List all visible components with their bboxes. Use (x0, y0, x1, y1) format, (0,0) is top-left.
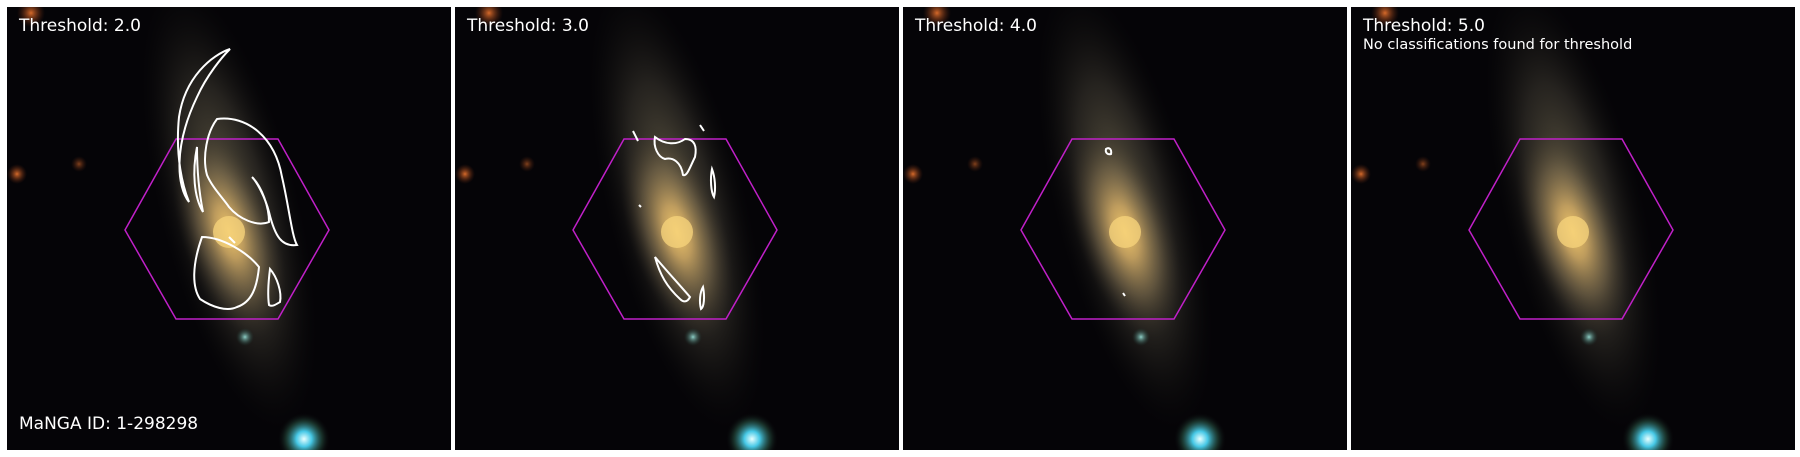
galaxy-panel-threshold-4: Threshold: 4.0 (903, 7, 1347, 450)
panel-title: Threshold: 3.0 (467, 16, 589, 36)
panel-title: Threshold: 5.0 (1363, 16, 1485, 36)
ifu-hexagon (1468, 138, 1674, 320)
galaxy-panel-threshold-2: Threshold: 2.0 MaNGA ID: 1-298298 (7, 7, 451, 450)
ifu-hexagon (124, 138, 330, 320)
classification-contours (176, 48, 299, 310)
galaxy-image (903, 7, 1347, 450)
panel-title: Threshold: 2.0 (19, 16, 141, 36)
galaxy-panel-threshold-3: Threshold: 3.0 (455, 7, 899, 450)
galaxy-image (455, 7, 899, 450)
galaxy-image (1351, 7, 1795, 450)
galaxy-panel-threshold-5: Threshold: 5.0 No classifications found … (1351, 7, 1795, 450)
manga-id-label: MaNGA ID: 1-298298 (19, 414, 199, 434)
ifu-hexagon (1020, 138, 1226, 320)
ifu-hexagon (572, 138, 778, 320)
panel-title: Threshold: 4.0 (915, 16, 1037, 36)
classification-contours (1104, 147, 1126, 297)
galaxy-image (7, 7, 451, 450)
no-classifications-note: No classifications found for threshold (1363, 37, 1633, 53)
classification-contours (632, 124, 717, 311)
